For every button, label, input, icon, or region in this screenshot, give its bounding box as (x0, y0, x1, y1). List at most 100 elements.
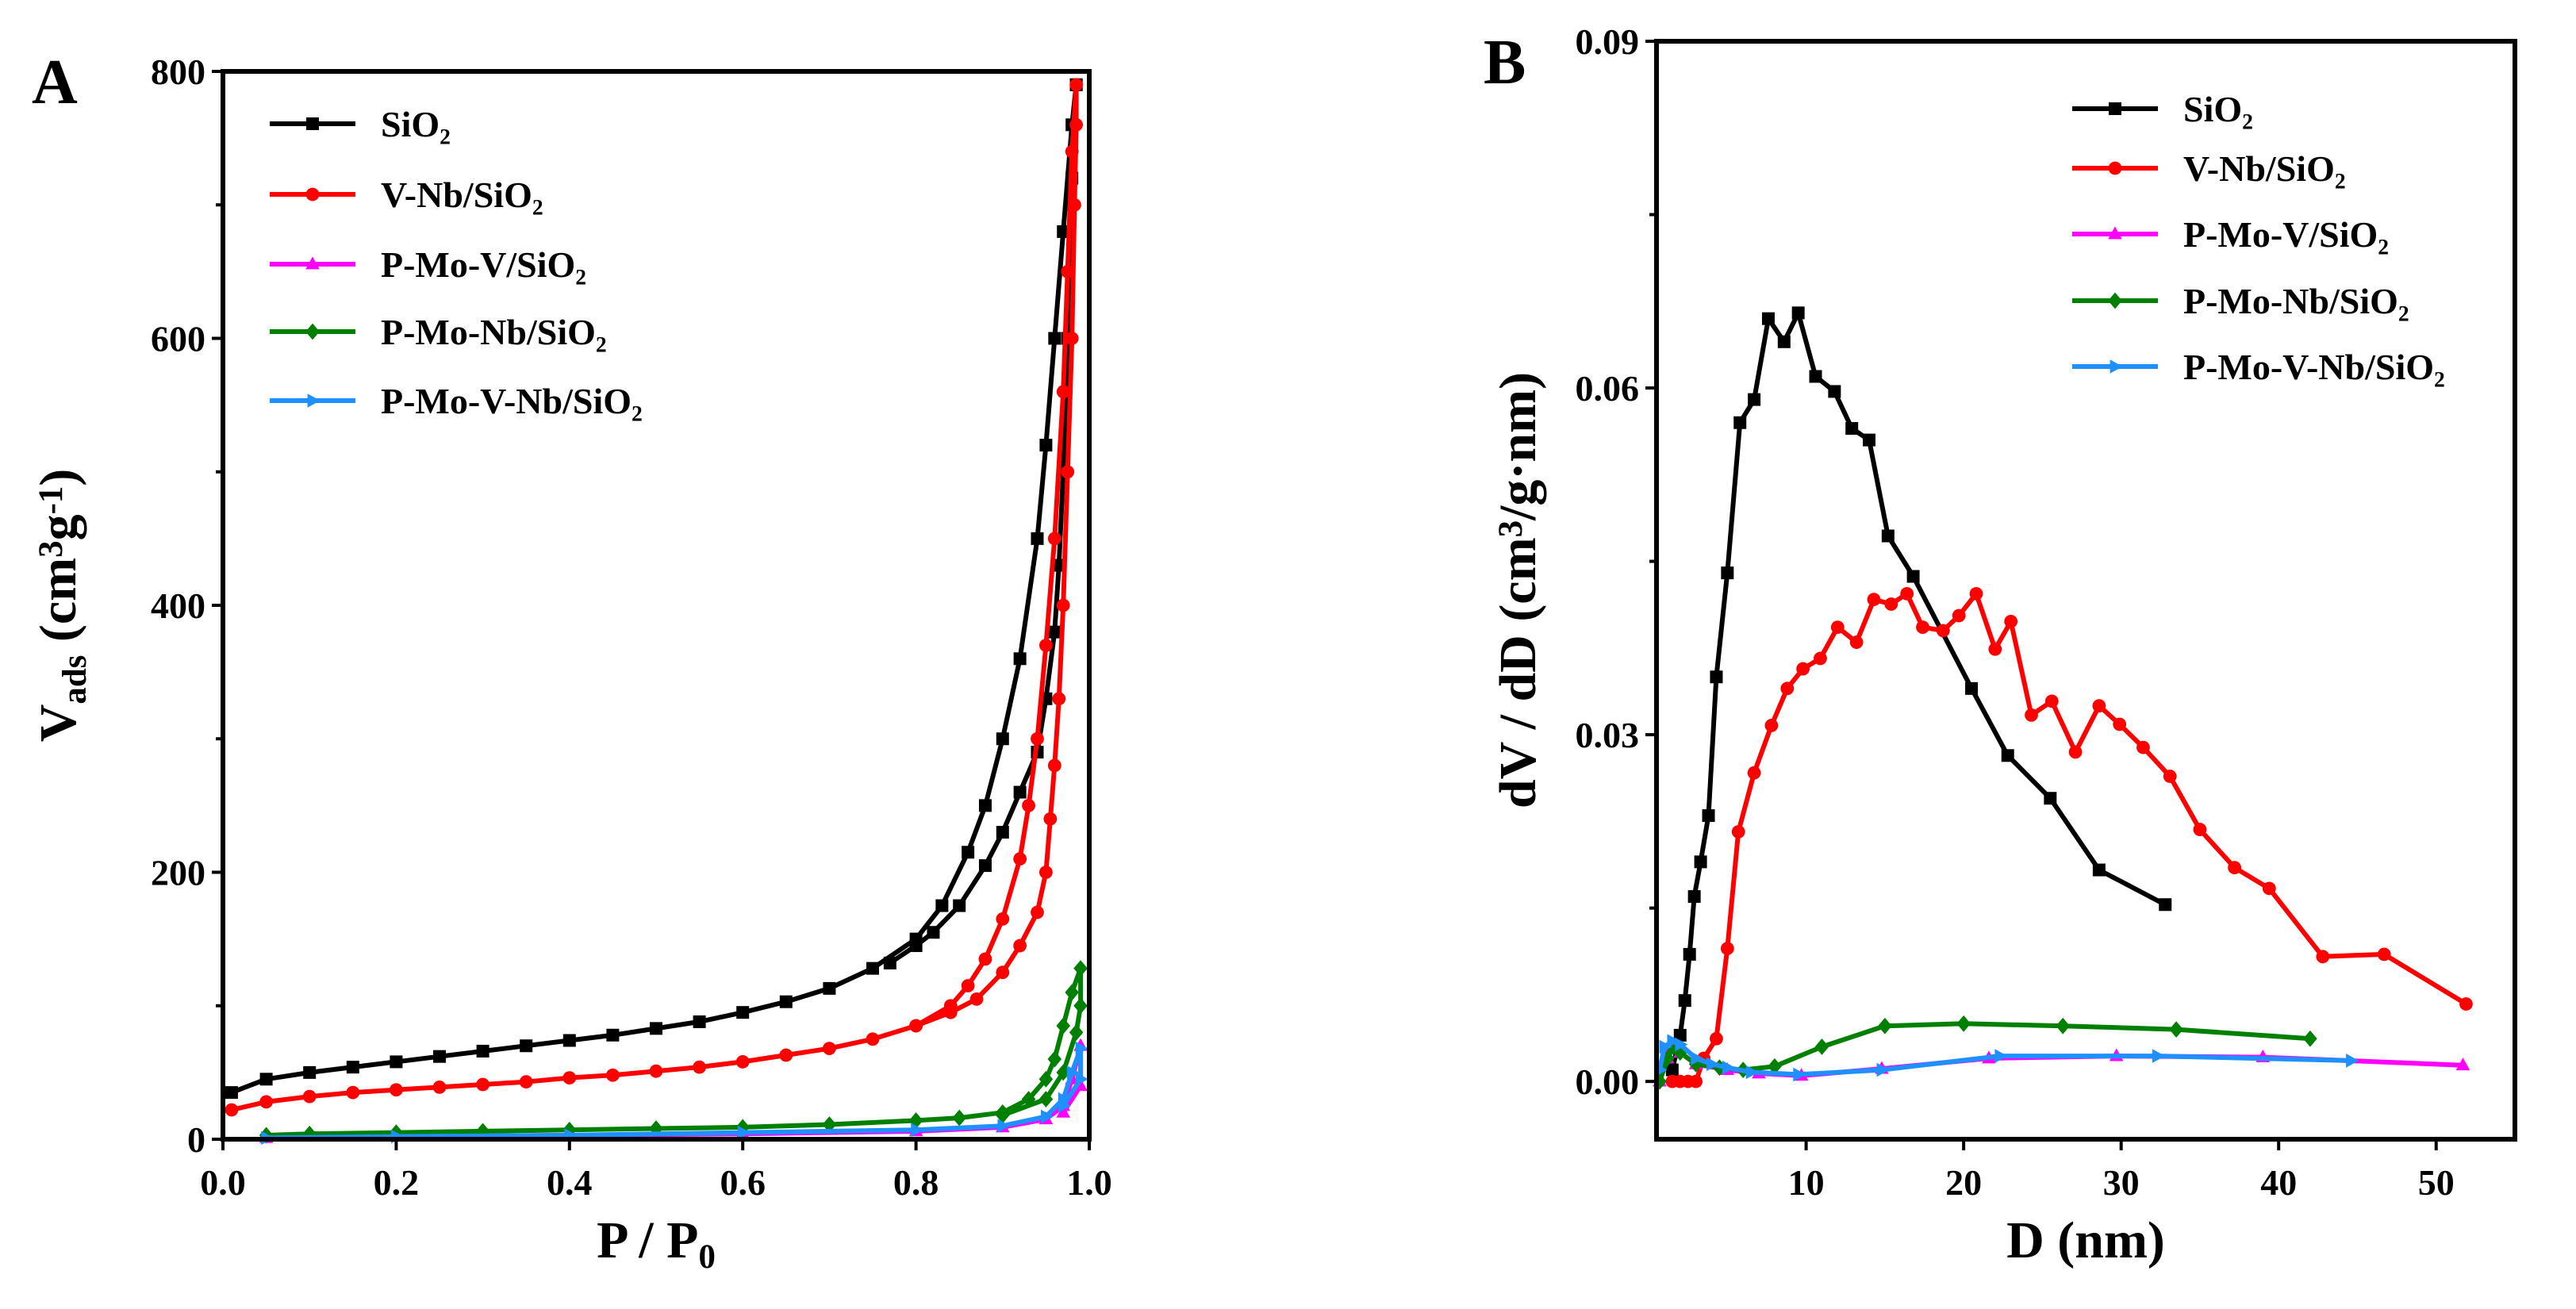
y-axis-label-part: /g·nm) (1489, 372, 1547, 521)
circle-marker (1936, 624, 1950, 638)
circle-marker (1065, 144, 1079, 159)
square-marker (2001, 749, 2014, 762)
circle-marker (1814, 651, 1827, 666)
square-marker (779, 995, 793, 1008)
legend-label: P-Mo-V/SiO₂ (2183, 214, 2389, 255)
diamond-marker (1047, 1050, 1062, 1068)
y-tick-label: 800 (151, 52, 205, 92)
circle-marker (1830, 620, 1845, 635)
diamond-marker (2303, 1030, 2317, 1047)
series-p-mo-nb-sio- (1653, 1015, 2317, 1090)
square-marker (1906, 570, 1920, 583)
series-p-mo-v-nb-sio- (261, 1041, 1088, 1146)
y-axis-label-part: dV / dD (cm (1489, 537, 1547, 808)
square-marker (1761, 312, 1775, 325)
square-marker (1013, 652, 1027, 666)
square-marker (1721, 566, 1734, 580)
square-marker (1845, 422, 1859, 436)
y-tick-label: 0.03 (1576, 715, 1640, 755)
square-marker (562, 1034, 576, 1047)
square-marker (346, 1061, 359, 1074)
x-tick-label: 0.6 (720, 1162, 766, 1203)
triangle-right-marker (1675, 1037, 1688, 1052)
square-marker (935, 899, 949, 912)
legend-label: SiO₂ (381, 104, 451, 144)
circle-marker (1731, 825, 1745, 839)
circle-marker (1047, 532, 1061, 546)
circle-marker (2068, 745, 2083, 759)
triangle-right-marker (1075, 1072, 1088, 1087)
diamond-marker (1073, 960, 1088, 977)
circle-marker (1039, 866, 1053, 879)
square-marker (2159, 898, 2172, 912)
triangle-up-marker (2108, 226, 2122, 240)
diamond-marker (1069, 1024, 1084, 1041)
circle-marker (519, 1075, 533, 1089)
circle-marker (943, 1005, 958, 1019)
y-tick-label: 400 (151, 585, 205, 626)
circle-marker (1952, 608, 1966, 623)
circle-marker (2108, 161, 2122, 175)
circle-marker (961, 979, 975, 992)
square-marker (978, 799, 992, 812)
triangle-right-marker (1075, 1041, 1088, 1056)
square-marker (823, 981, 836, 995)
triangle-right-marker (1793, 1067, 1806, 1082)
diamond-marker (1038, 1091, 1054, 1107)
square-marker (909, 939, 923, 953)
square-marker (1665, 1063, 1679, 1077)
triangle-right-marker (2152, 1049, 2165, 1063)
square-marker (1048, 625, 1061, 639)
x-axis-label: P / P0 (597, 1211, 716, 1276)
circle-marker (2092, 699, 2106, 713)
legend-item: P-Mo-V/SiO₂ (2072, 214, 2389, 255)
circle-marker (1031, 731, 1044, 746)
square-marker (650, 1022, 662, 1035)
square-marker (736, 1006, 750, 1019)
diamond-marker (2108, 292, 2122, 309)
circle-marker (1747, 766, 1761, 780)
circle-marker (1780, 681, 1795, 696)
series-p-mo-v-nb-sio- (1654, 1034, 2359, 1082)
triangle-up-marker (2455, 1058, 2470, 1071)
diamond-marker (1021, 1091, 1036, 1107)
triangle-right-marker (307, 393, 321, 408)
circle-marker (225, 1103, 239, 1117)
circle-marker (2377, 947, 2391, 962)
triangle-right-marker (911, 1123, 924, 1138)
x-axis-label-part: 0 (698, 1238, 715, 1276)
diamond-marker (1660, 1050, 1675, 1067)
x-axis-label: D (nm) (2006, 1211, 2165, 1269)
triangle-right-marker (1994, 1049, 2008, 1063)
triangle-up-marker (305, 256, 320, 270)
x-tick-label: 1.0 (1066, 1162, 1112, 1203)
square-marker (1057, 225, 1070, 238)
circle-marker (305, 187, 320, 202)
series-v-nb-sio- (1665, 586, 2473, 1088)
x-tick-label: 40 (2260, 1162, 2297, 1203)
y-tick-label: 0.09 (1576, 21, 1640, 62)
circle-marker (1867, 593, 1881, 607)
x-tick-label: 30 (2103, 1162, 2140, 1203)
x-tick-label: 10 (1788, 1162, 1825, 1203)
diamond-marker (649, 1120, 663, 1137)
square-marker (1733, 416, 1747, 429)
square-marker (996, 826, 1009, 839)
legend-item: P-Mo-V-Nb/SiO₂ (270, 381, 643, 421)
square-marker (1694, 855, 1707, 869)
diamond-marker (1688, 1055, 1703, 1073)
x-tick-label: 0.4 (547, 1162, 593, 1203)
panel-label: B (1484, 28, 1526, 98)
series-line (231, 82, 1079, 1112)
circle-marker (476, 1077, 489, 1092)
square-marker (1702, 809, 1715, 823)
triangle-right-marker (1058, 1099, 1071, 1113)
series-v-nb-sio- (225, 78, 1084, 1117)
square-marker (1748, 393, 1761, 406)
legend-item: V-Nb/SiO₂ (270, 175, 543, 215)
square-marker (476, 1044, 489, 1058)
circle-marker (2163, 770, 2177, 783)
square-marker (1965, 681, 1979, 695)
